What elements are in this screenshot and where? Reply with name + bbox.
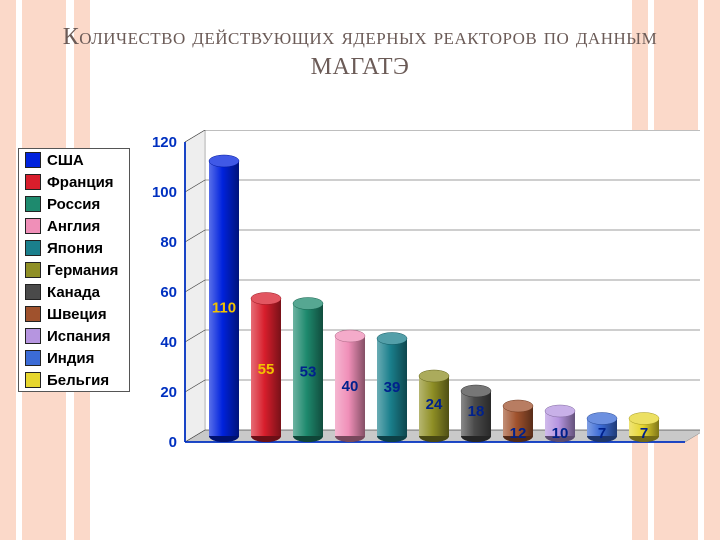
legend-swatch xyxy=(25,218,41,234)
legend-swatch xyxy=(25,306,41,322)
legend-item: Индия xyxy=(19,347,129,369)
svg-text:80: 80 xyxy=(160,234,177,251)
bar-value-label: 24 xyxy=(426,396,443,413)
legend-item: Швеция xyxy=(19,303,129,325)
bar-Швеция: 12 xyxy=(503,400,533,442)
legend-item: Испания xyxy=(19,325,129,347)
svg-text:20: 20 xyxy=(160,384,177,401)
bar-value-label: 53 xyxy=(300,363,317,380)
legend-label: Англия xyxy=(47,218,100,235)
legend-swatch xyxy=(25,174,41,190)
legend-label: Бельгия xyxy=(47,372,109,389)
title-text: Количество действующих ядерных реакторов… xyxy=(40,22,680,82)
bar-value-label: 39 xyxy=(384,379,401,396)
bar-value-label: 7 xyxy=(640,425,648,442)
legend-swatch xyxy=(25,350,41,366)
bar-Германия: 24 xyxy=(419,370,449,442)
legend-swatch xyxy=(25,152,41,168)
legend-label: Германия xyxy=(47,262,118,279)
legend-label: Франция xyxy=(47,174,114,191)
page-title: Количество действующих ядерных реакторов… xyxy=(40,22,680,82)
legend-item: Россия xyxy=(19,193,129,215)
svg-text:100: 100 xyxy=(152,184,177,201)
legend-label: Испания xyxy=(47,328,111,345)
legend-item: Франция xyxy=(19,171,129,193)
legend-item: США xyxy=(19,149,129,171)
bar-value-label: 55 xyxy=(258,361,275,378)
legend-label: Канада xyxy=(47,284,100,301)
reactors-bar-chart: 0 20 40 60 80 100 120 110 55 53 40 39 24 18 12 10 7 7 xyxy=(140,130,700,498)
legend-item: Бельгия xyxy=(19,369,129,391)
bg-stripe xyxy=(0,0,16,540)
legend-swatch xyxy=(25,328,41,344)
svg-text:40: 40 xyxy=(160,334,177,351)
bar-value-label: 110 xyxy=(212,299,236,316)
bar-value-label: 40 xyxy=(342,378,359,395)
legend-item: Япония xyxy=(19,237,129,259)
bar-Англия: 40 xyxy=(335,330,365,442)
bar-value-label: 10 xyxy=(552,425,569,442)
bar-value-label: 18 xyxy=(468,403,485,420)
bar-Испания: 10 xyxy=(545,405,575,442)
legend-label: США xyxy=(47,152,84,169)
legend-swatch xyxy=(25,372,41,388)
legend-swatch xyxy=(25,240,41,256)
bar-Бельгия: 7 xyxy=(629,413,659,443)
svg-text:60: 60 xyxy=(160,284,177,301)
bar-Япония: 39 xyxy=(377,333,407,443)
bar-Франция: 55 xyxy=(251,293,281,443)
legend-label: Россия xyxy=(47,196,100,213)
legend-label: Япония xyxy=(47,240,103,257)
legend-swatch xyxy=(25,196,41,212)
bar-value-label: 12 xyxy=(510,425,527,442)
legend-item: Германия xyxy=(19,259,129,281)
bar-США: 110 xyxy=(209,155,239,442)
bar-Канада: 18 xyxy=(461,385,491,442)
bg-stripe xyxy=(704,0,720,540)
legend-swatch xyxy=(25,284,41,300)
bar-Индия: 7 xyxy=(587,413,617,443)
bar-value-label: 7 xyxy=(598,425,606,442)
legend-swatch xyxy=(25,262,41,278)
legend-item: Англия xyxy=(19,215,129,237)
legend-item: Канада xyxy=(19,281,129,303)
svg-text:0: 0 xyxy=(169,434,177,451)
chart-legend: США Франция Россия Англия Япония Германия Кана… xyxy=(18,148,130,392)
svg-text:120: 120 xyxy=(152,134,177,151)
legend-label: Индия xyxy=(47,350,94,367)
legend-label: Швеция xyxy=(47,306,107,323)
bar-Россия: 53 xyxy=(293,298,323,443)
